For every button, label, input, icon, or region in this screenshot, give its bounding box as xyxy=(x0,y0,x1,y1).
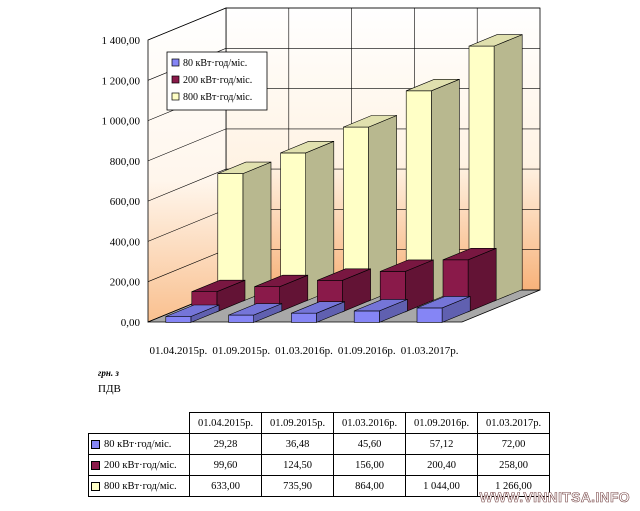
table-corner xyxy=(89,413,190,434)
table-cell: 633,00 xyxy=(189,475,262,497)
legend-entry: 80 кВт·год/міс. xyxy=(183,58,247,69)
legend-swatch xyxy=(171,75,180,84)
legend-entry: 800 кВт·год/міс. xyxy=(183,92,252,103)
y-tick-label: 800,00 xyxy=(110,156,141,168)
table-column-header: 01.04.2015р. xyxy=(189,412,262,434)
y-tick-label: 200,00 xyxy=(110,277,141,289)
table-cell: 45,60 xyxy=(333,433,406,455)
table-row-label: 200 кВт·год/міс. xyxy=(88,454,190,476)
table-cell: 735,90 xyxy=(261,475,334,497)
x-tick-label: 01.09.2015р. xyxy=(212,345,270,357)
y-axis-ticks: 0,00 200,00 400,00 600,00 800,00 1 000,00 1 20… xyxy=(102,35,141,329)
table-cell: 258,00 xyxy=(477,454,550,476)
table-row-swatch xyxy=(91,439,100,449)
table-cell: 1 266,00 xyxy=(477,475,550,497)
table-cell: 29,28 xyxy=(189,433,262,455)
chart-3d-bar: 0,00 200,00 400,00 600,00 800,00 1 000,00 1 20… xyxy=(98,7,541,395)
table-column-header: 01.09.2016р. xyxy=(405,412,478,434)
legend-swatch xyxy=(171,58,180,67)
y-tick-label: 600,00 xyxy=(110,196,141,208)
table-row: 200 кВт·год/міс. 99,60 124,50 156,00 200,40 2… xyxy=(88,454,550,476)
x-tick-label: 01.03.2016р. xyxy=(275,345,333,357)
legend: 80 кВт·год/міс. 200 кВт·год/міс. 800 кВт·г… xyxy=(166,51,268,111)
y-tick-label: 1 000,00 xyxy=(102,116,141,128)
gridline xyxy=(147,7,540,41)
data-table: 01.04.2015р. 01.09.2015р. 01.03.2016р. 01.0… xyxy=(88,412,550,497)
watermark-logo: WWW.VINNITSA.INFO xyxy=(479,489,630,506)
table-row: 800 кВт·год/міс. 633,00 735,90 864,00 1 044,… xyxy=(88,475,550,497)
table-row-label: 800 кВт·год/міс. xyxy=(88,475,190,497)
y-axis-label-line2: ПДВ xyxy=(98,383,121,395)
bar xyxy=(405,78,460,302)
bar xyxy=(254,274,309,313)
y-axis-label-line1: грн. з xyxy=(98,368,119,378)
bar xyxy=(291,301,345,323)
table-cell: 124,50 xyxy=(261,454,334,476)
table-row-label-text: 80 кВт·год/міс. xyxy=(104,438,172,450)
y-tick-label: 400,00 xyxy=(110,236,141,248)
legend-entry: 200 кВт·год/міс. xyxy=(183,75,252,86)
table-row: 80 кВт·год/міс. 29,28 36,48 45,60 57,12 72,00 xyxy=(88,433,550,455)
table-row-swatch xyxy=(91,460,100,470)
table-column-header: 01.03.2017р. xyxy=(477,412,550,434)
legend-swatch xyxy=(171,92,180,101)
table-cell: 1 044,00 xyxy=(405,475,478,497)
table-row-label-text: 200 кВт·год/міс. xyxy=(104,459,177,471)
bar xyxy=(280,140,335,302)
table-cell: 72,00 xyxy=(477,433,550,455)
bar xyxy=(468,34,523,302)
table-cell: 200,40 xyxy=(405,454,478,476)
table-row-label: 80 кВт·год/міс. xyxy=(88,433,190,455)
bar xyxy=(353,298,408,323)
bar xyxy=(165,304,220,323)
x-axis-ticks: 01.04.2015р. 01.09.2015р. 01.03.2016р. 01.0… xyxy=(150,345,459,357)
table-cell: 156,00 xyxy=(333,454,406,476)
x-tick-label: 01.04.2015р. xyxy=(150,345,208,357)
legend-box xyxy=(166,51,268,111)
y-tick-label: 1 200,00 xyxy=(102,75,141,87)
bar xyxy=(416,295,471,323)
table-header-row: 01.04.2015р. 01.09.2015р. 01.03.2016р. 01.0… xyxy=(89,412,550,434)
table-cell: 99,60 xyxy=(189,454,262,476)
y-tick-label: 1 400,00 xyxy=(102,35,141,47)
bar xyxy=(343,115,397,302)
bars xyxy=(165,34,523,323)
table-cell: 36,48 xyxy=(261,433,334,455)
table-cell: 864,00 xyxy=(333,475,406,497)
bar xyxy=(228,303,283,323)
y-tick-label: 0,00 xyxy=(121,317,141,329)
table-column-header: 01.09.2015р. xyxy=(261,412,334,434)
table-row-label-text: 800 кВт·год/міс. xyxy=(104,480,177,492)
table-cell: 57,12 xyxy=(405,433,478,455)
x-tick-label: 01.09.2016р. xyxy=(338,345,396,357)
table-row-swatch xyxy=(91,481,100,491)
x-tick-label: 01.03.2017р. xyxy=(401,345,459,357)
table-column-header: 01.03.2016р. xyxy=(333,412,406,434)
